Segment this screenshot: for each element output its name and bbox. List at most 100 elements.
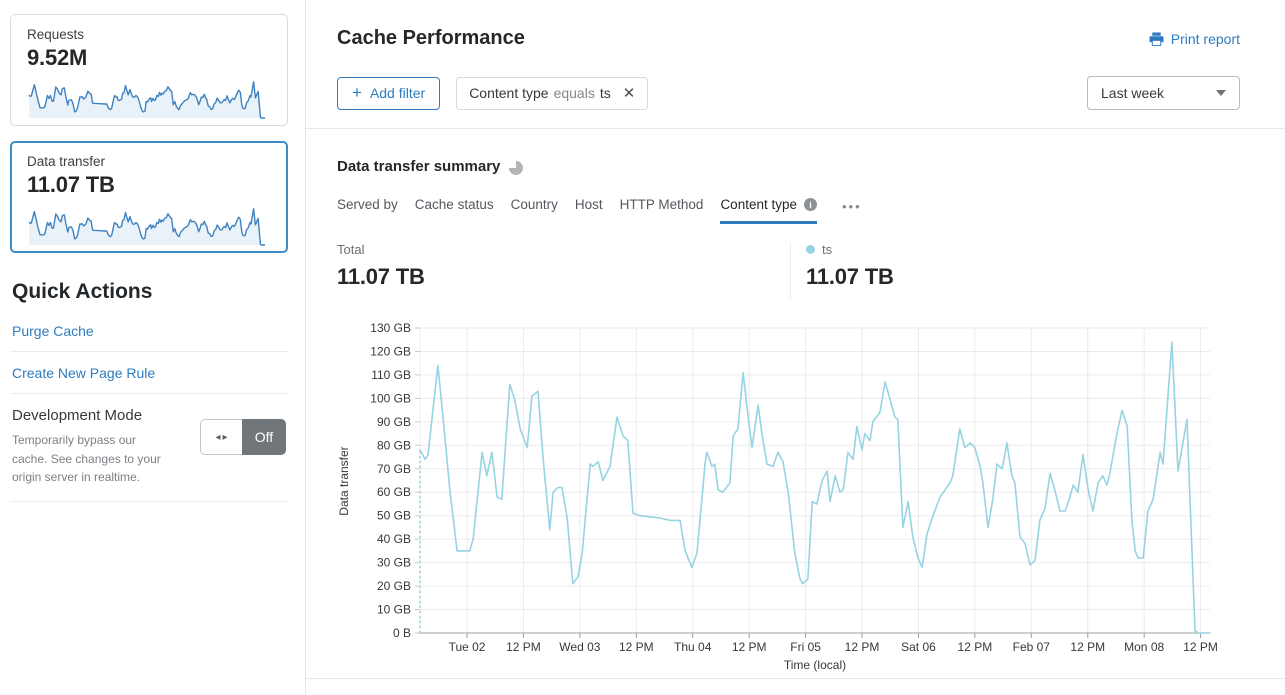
svg-text:120 GB: 120 GB	[370, 344, 411, 358]
quick-action-link-create-new-page-rule[interactable]: Create New Page Rule	[10, 352, 288, 394]
tab-label: Country	[510, 197, 558, 212]
svg-text:Thu 04: Thu 04	[674, 640, 712, 654]
filter-chip-content-type[interactable]: Content type equals ts ✕	[456, 76, 649, 110]
svg-text:130 GB: 130 GB	[370, 321, 411, 335]
x-axis-title: Time (local)	[784, 658, 846, 672]
tab-label: Cache status	[414, 197, 494, 212]
filter-chip-close-icon[interactable]: ✕	[622, 84, 636, 102]
svg-text:0 B: 0 B	[393, 626, 411, 640]
series-legend-dot	[806, 245, 815, 254]
chart-grid	[419, 327, 1210, 633]
toggle-state-label: Off	[242, 419, 286, 455]
date-range-select[interactable]: Last week	[1087, 76, 1240, 110]
data-transfer-card-label: Data transfer	[27, 154, 106, 169]
tab-label: HTTP Method	[619, 197, 704, 212]
requests-sparkline	[28, 81, 265, 119]
y-axis-title: Data transfer	[337, 446, 351, 515]
total-value: 11.07 TB	[337, 264, 425, 289]
development-mode-description: Temporarily bypass our cache. See change…	[12, 433, 161, 485]
chevron-down-icon	[1216, 90, 1226, 96]
requests-card-label: Requests	[27, 27, 85, 42]
chart-axes: 0 B 10 GB 20 GB 30 GB 40 GB 50 GB 60 GB 70 GB 80…	[337, 321, 1218, 672]
tabs-overflow-button[interactable]: •••	[842, 198, 862, 214]
main-content: Cache Performance Print report + Add fil…	[306, 0, 1285, 695]
svg-text:12 PM: 12 PM	[1183, 640, 1218, 654]
development-mode-toggle[interactable]: ◂▸ Off	[200, 419, 286, 455]
add-filter-button[interactable]: + Add filter	[337, 76, 441, 110]
tab-cache-status[interactable]: Cache status	[415, 197, 494, 224]
svg-text:70 GB: 70 GB	[377, 462, 411, 476]
svg-text:90 GB: 90 GB	[377, 415, 411, 429]
series-legend: ts	[806, 242, 894, 257]
svg-text:Mon 08: Mon 08	[1124, 640, 1164, 654]
svg-text:12 PM: 12 PM	[619, 640, 654, 654]
plus-icon: +	[352, 82, 362, 102]
summary-title: Data transfer summary	[337, 158, 501, 175]
data-transfer-card[interactable]: Data transfer 11.07 TB	[10, 141, 288, 253]
summary-section-header: Data transfer summary	[337, 158, 524, 175]
filter-chip-operator: equals	[553, 85, 595, 101]
left-right-arrows-icon: ◂▸	[200, 419, 242, 455]
svg-text:40 GB: 40 GB	[377, 532, 411, 546]
svg-text:12 PM: 12 PM	[1070, 640, 1105, 654]
filter-chip-value: ts	[599, 85, 611, 101]
quick-action-link-purge-cache[interactable]: Purge Cache	[10, 310, 288, 352]
svg-text:Wed 03: Wed 03	[559, 640, 600, 654]
tab-label: Content type	[720, 197, 797, 212]
stats-divider	[790, 242, 791, 300]
svg-text:12 PM: 12 PM	[732, 640, 767, 654]
svg-text:Sat 06: Sat 06	[901, 640, 936, 654]
bottom-divider	[306, 678, 1285, 679]
tab-http-method[interactable]: HTTP Method	[620, 197, 704, 224]
svg-text:Tue 02: Tue 02	[449, 640, 486, 654]
svg-text:110 GB: 110 GB	[371, 368, 411, 382]
info-icon[interactable]: i	[804, 198, 817, 211]
svg-text:Fri 05: Fri 05	[790, 640, 821, 654]
requests-card-value: 9.52M	[27, 45, 88, 70]
series-legend-label: ts	[822, 242, 833, 257]
svg-text:Feb 07: Feb 07	[1013, 640, 1051, 654]
svg-text:50 GB: 50 GB	[377, 509, 411, 523]
tab-host[interactable]: Host	[575, 197, 603, 224]
tab-served-by[interactable]: Served by	[337, 197, 398, 224]
date-range-value: Last week	[1101, 85, 1165, 101]
page-title: Cache Performance	[337, 27, 525, 49]
series-line-ts	[419, 341, 1211, 634]
development-mode-title: Development Mode	[12, 407, 143, 424]
add-filter-label: Add filter	[369, 85, 426, 101]
requests-card[interactable]: Requests 9.52M	[10, 14, 288, 126]
sidebar: Requests 9.52M Data transfer 11.07 TB Qu…	[0, 0, 306, 695]
print-report-link[interactable]: Print report	[1149, 31, 1240, 47]
data-transfer-sparkline	[28, 208, 265, 246]
stats-row: Total 11.07 TB ts 11.07 TB	[337, 242, 894, 300]
data-transfer-chart: 0 B 10 GB 20 GB 30 GB 40 GB 50 GB 60 GB 70 GB 80…	[337, 321, 1218, 672]
ts-series-stat: ts 11.07 TB	[791, 242, 894, 300]
svg-text:12 PM: 12 PM	[506, 640, 541, 654]
tab-country[interactable]: Country	[511, 197, 558, 224]
chart-series-ts	[419, 341, 1211, 634]
filter-chip-field: Content type	[469, 85, 549, 101]
total-stat: Total 11.07 TB	[337, 242, 790, 300]
tab-content-type[interactable]: Content type i	[720, 197, 817, 224]
svg-text:20 GB: 20 GB	[377, 579, 411, 593]
tab-label: Served by	[337, 197, 398, 212]
svg-text:30 GB: 30 GB	[377, 556, 411, 570]
dimension-tabs: Served by Cache status Country Host HTTP Met…	[337, 197, 862, 224]
quick-actions-links: Purge Cache Create New Page Rule	[10, 310, 288, 394]
header-divider	[306, 128, 1285, 129]
svg-text:12 PM: 12 PM	[958, 640, 993, 654]
svg-text:60 GB: 60 GB	[377, 485, 411, 499]
svg-text:10 GB: 10 GB	[377, 603, 411, 617]
filter-row: + Add filter Content type equals ts ✕ La…	[337, 76, 1240, 110]
tab-label: Host	[574, 197, 603, 212]
svg-text:80 GB: 80 GB	[377, 438, 411, 452]
data-transfer-card-value: 11.07 TB	[27, 172, 115, 197]
pie-loading-icon	[509, 160, 524, 175]
series-value: 11.07 TB	[806, 264, 894, 289]
print-report-label: Print report	[1170, 31, 1240, 47]
quick-actions-title: Quick Actions	[12, 280, 153, 303]
total-label: Total	[337, 242, 365, 257]
development-mode-section: Development Mode Temporarily bypass our …	[10, 394, 288, 502]
svg-text:12 PM: 12 PM	[845, 640, 880, 654]
